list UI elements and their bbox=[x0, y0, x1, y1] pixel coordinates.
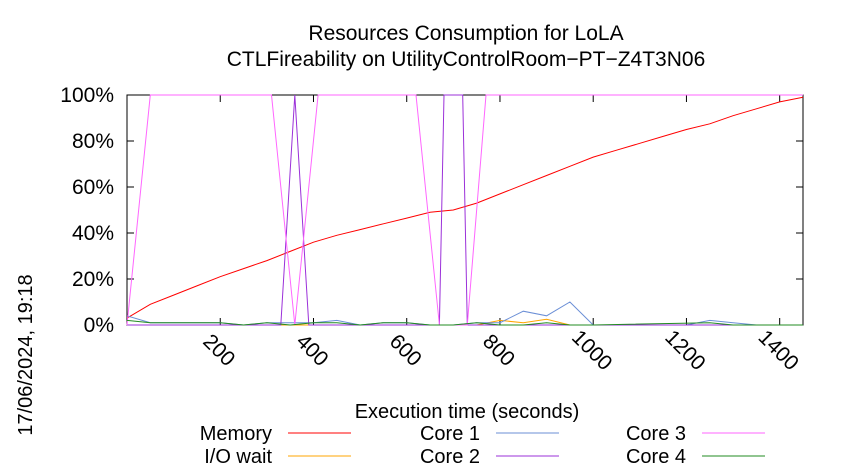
x-axis-ticks: 200 400 600 800 1000 1200 1400 bbox=[198, 95, 803, 375]
legend-label: Memory bbox=[200, 423, 272, 445]
x-tick-label: 600 bbox=[385, 330, 426, 371]
y-tick-label: 80% bbox=[72, 130, 114, 153]
x-tick-label: 400 bbox=[292, 330, 333, 371]
legend-label: Core 3 bbox=[626, 423, 686, 445]
x-tick-label: 800 bbox=[478, 330, 519, 371]
chart-title: Resources Consumption for LoLA bbox=[308, 22, 623, 45]
series-line-core-2 bbox=[127, 94, 803, 326]
x-tick-label: 1400 bbox=[754, 326, 803, 375]
series-line-core-3 bbox=[126, 94, 803, 326]
series-line-core-1 bbox=[126, 301, 803, 326]
legend-label: I/O wait bbox=[204, 446, 272, 468]
series-lines bbox=[126, 94, 804, 326]
x-axis-label: Execution time (seconds) bbox=[355, 401, 580, 423]
y-axis-ticks: 0% 20% 40% 60% 80% 100% bbox=[60, 84, 803, 337]
legend-label: Core 1 bbox=[420, 423, 480, 445]
timestamp-label: 17/06/2024, 19:18 bbox=[15, 274, 37, 435]
x-tick-label: 200 bbox=[198, 330, 239, 371]
legend-label: Core 4 bbox=[626, 446, 686, 468]
legend-label: Core 2 bbox=[420, 446, 480, 468]
y-tick-label: 40% bbox=[72, 222, 114, 245]
y-tick-label: 60% bbox=[72, 176, 114, 199]
y-tick-label: 20% bbox=[72, 268, 114, 291]
y-tick-label: 0% bbox=[84, 314, 114, 337]
chart-subtitle: CTLFireability on UtilityControlRoom−PT−… bbox=[227, 48, 706, 71]
x-tick-label: 1200 bbox=[660, 326, 709, 375]
x-tick-label: 1000 bbox=[567, 326, 616, 375]
series-line-core-4 bbox=[126, 319, 803, 326]
y-tick-label: 100% bbox=[60, 84, 114, 107]
